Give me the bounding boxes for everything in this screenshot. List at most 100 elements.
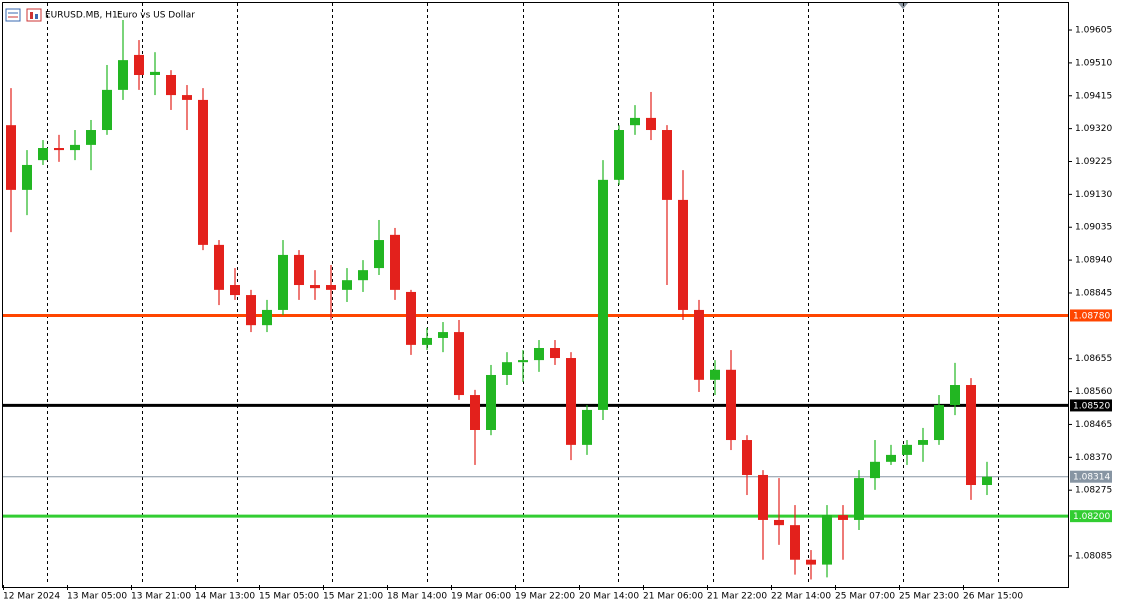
x-tick-label: 21 Mar 06:00 [643,592,703,602]
candle-body [390,234,400,290]
candle-body [758,474,768,520]
candle-body [246,295,256,326]
candle-body [854,478,864,520]
x-tick-label: 19 Mar 06:00 [451,592,511,602]
y-tick-label: 1.09510 [1075,58,1112,68]
y-tick-label: 1.08085 [1075,551,1112,561]
candle-body [310,285,320,289]
candle-body [886,454,896,462]
y-tick-label: 1.08370 [1075,453,1112,463]
candle-body [710,369,720,380]
chart-title: EURUSD.MB, H1: [45,11,121,21]
icon-bar [30,12,33,19]
price-level-label: 1.08780 [1073,311,1110,321]
candle-body [86,130,96,145]
y-tick-label: 1.08275 [1075,486,1112,496]
candle-body [278,254,288,310]
x-tick-label: 15 Mar 05:00 [259,592,319,602]
candle-body [534,347,544,361]
candle-body [326,285,336,290]
x-tick-label: 19 Mar 22:00 [515,592,575,602]
candle-body [870,461,880,479]
candle-body [70,144,80,151]
candle-body [262,309,272,326]
plot-frame [2,2,1069,588]
candle-body [102,89,112,131]
candle-body [6,125,16,190]
candle-body [918,440,928,445]
candle-body [630,117,640,126]
y-tick-label: 1.08465 [1075,420,1112,430]
y-tick-label: 1.09130 [1075,190,1112,200]
candle-body [118,60,128,90]
x-tick-label: 25 Mar 23:00 [899,592,959,602]
candle-body [486,374,496,430]
candle-body [806,559,816,565]
candle-body [742,440,752,475]
candle-body [774,519,784,526]
candle-body [294,254,304,286]
x-tick-label: 13 Mar 05:00 [67,592,127,602]
x-tick-label: 20 Mar 14:00 [579,592,639,602]
x-tick-label: 26 Mar 15:00 [963,592,1023,602]
candle-body [598,179,608,410]
candle-body [966,385,976,486]
icon [26,8,42,22]
candle-body [582,409,592,445]
candle-body [902,444,912,455]
chart-subtitle: Euro vs US Dollar [117,11,195,21]
candle-body [502,362,512,375]
toolbar-icons [5,8,42,22]
candle-body [790,525,800,560]
candle-body [182,95,192,100]
candle-body [374,240,384,269]
candle-body [838,515,848,520]
price-level-tag [1070,309,1112,322]
candle-body [822,515,832,565]
icon-bar [35,14,38,19]
icon [5,8,21,22]
price-level-tag [1070,510,1112,523]
y-tick-label: 1.08560 [1075,387,1112,397]
price-level-tag [1070,399,1112,412]
candle-body [198,99,208,245]
candle-body [22,164,32,190]
candle-body [550,347,560,359]
candle-body [422,337,432,345]
x-tick-label: 18 Mar 14:00 [387,592,447,602]
y-tick-label: 1.08940 [1075,256,1112,266]
y-tick-label: 1.08655 [1075,354,1112,364]
x-tick-label: 14 Mar 13:00 [195,592,255,602]
candle-body [934,405,944,441]
candle-body [214,244,224,290]
candle-body [982,476,992,486]
candle-body [566,358,576,445]
y-tick-label: 1.08845 [1075,288,1112,298]
candle-body [678,199,688,310]
y-tick-label: 1.09605 [1075,26,1112,36]
candle-body [646,117,656,131]
price-level-label: 1.08200 [1073,512,1110,522]
candle-body [406,291,416,345]
candle-body [694,309,704,380]
candle-body [38,148,48,161]
candle-body [726,369,736,441]
x-tick-label: 22 Mar 14:00 [771,592,831,602]
candle-body [614,130,624,180]
candle-body [438,332,448,338]
candle-body [230,285,240,296]
candle-body [470,395,480,430]
y-tick-label: 1.09035 [1075,223,1112,233]
y-tick-label: 1.09415 [1075,91,1112,101]
y-tick-label: 1.09225 [1075,157,1112,167]
candle-body [166,75,176,96]
x-tick-label: 15 Mar 21:00 [323,592,383,602]
candle-body [54,148,64,151]
candle-body [358,270,368,281]
candle-body [950,385,960,406]
candle-body [662,130,672,200]
y-tick-label: 1.09320 [1075,124,1112,134]
x-tick-label: 12 Mar 2024 [3,592,60,602]
candle-body [150,71,160,76]
